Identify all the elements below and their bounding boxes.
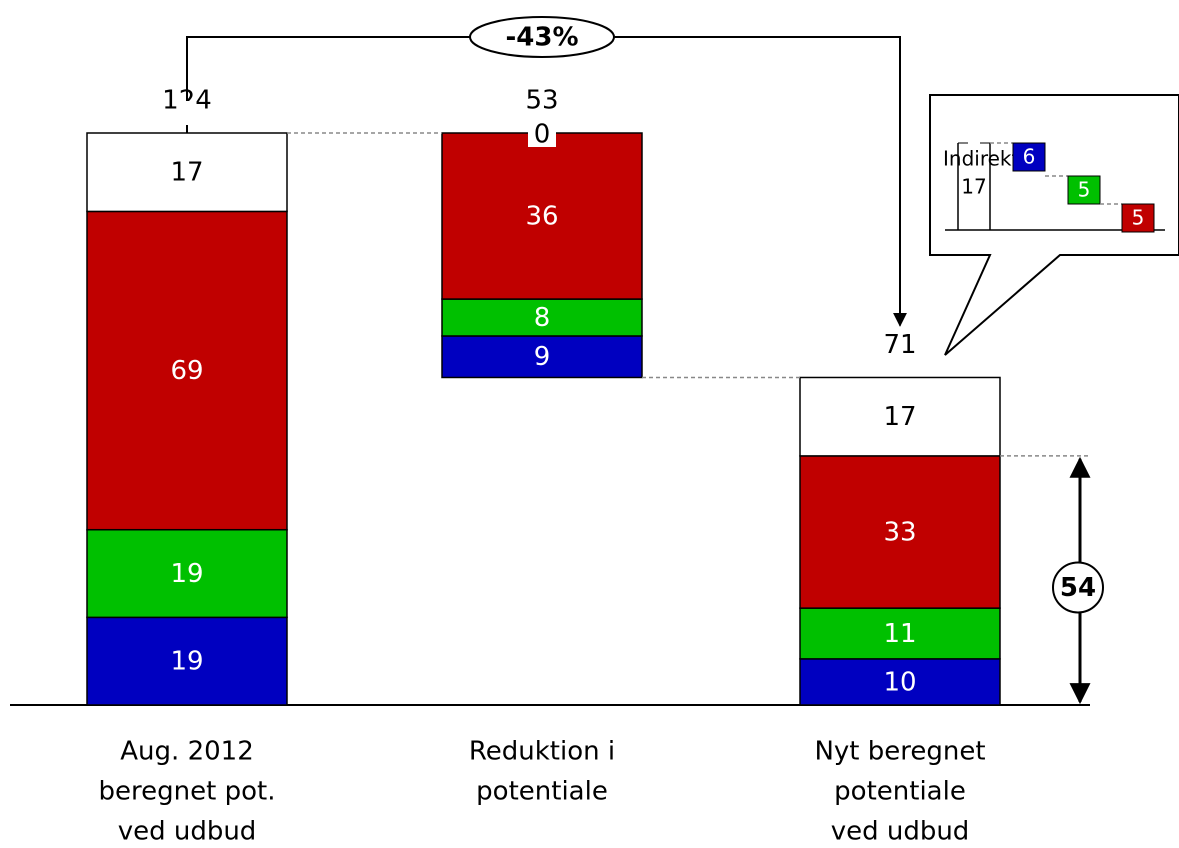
label-box: [179, 101, 195, 125]
bar-segment: [799, 658, 1001, 706]
segment-label: 19: [170, 647, 203, 677]
x-tick-label: Nyt beregnet: [814, 737, 985, 767]
total-label: 71: [883, 330, 916, 360]
bar-segment: [86, 210, 288, 531]
bar-segment: [441, 298, 643, 337]
bar-segment: [799, 455, 1001, 609]
segment-label: 19: [170, 559, 203, 589]
segment-label: 0: [534, 120, 551, 150]
segment-label: 69: [170, 356, 203, 386]
x-tick-label: beregnet pot.: [99, 777, 276, 807]
inset-total: [957, 143, 991, 230]
change-badge: [469, 16, 615, 58]
change-label: -43%: [505, 23, 578, 53]
inset-box: [1067, 175, 1101, 205]
label-box: [528, 121, 556, 147]
segment-label: 33: [883, 518, 916, 548]
inset-total-label: 17: [961, 175, 986, 199]
segment-label: 36: [525, 202, 558, 232]
x-tick-label: potentiale: [476, 777, 608, 807]
bar-segment: [86, 528, 288, 619]
x-tick-label: Aug. 2012: [120, 737, 253, 767]
inset-value-label: 6: [1023, 145, 1036, 169]
segment-label: 17: [170, 158, 203, 188]
inset-value-label: 5: [1132, 206, 1145, 230]
total-label: 53: [525, 86, 558, 116]
x-tick-label: potentiale: [834, 777, 966, 807]
segment-label: 9: [534, 342, 551, 372]
inset-box: [1121, 203, 1155, 233]
callout: [929, 94, 1179, 356]
x-tick-label: ved udbud: [831, 817, 970, 847]
segment-label: 11: [883, 619, 916, 649]
bar-segment: [799, 376, 1001, 457]
inset-box: [1012, 142, 1046, 172]
segment-label: 8: [534, 303, 551, 333]
bracket-badge: [1052, 561, 1104, 614]
x-tick-label: ved udbud: [118, 817, 257, 847]
segment-label: 10: [883, 667, 916, 697]
inset-value-label: 5: [1078, 178, 1091, 202]
segment-label: 17: [883, 402, 916, 432]
x-tick-label: Reduktion i: [469, 737, 615, 767]
bracket-label: 54: [1060, 573, 1096, 603]
bar-segment: [86, 616, 288, 706]
